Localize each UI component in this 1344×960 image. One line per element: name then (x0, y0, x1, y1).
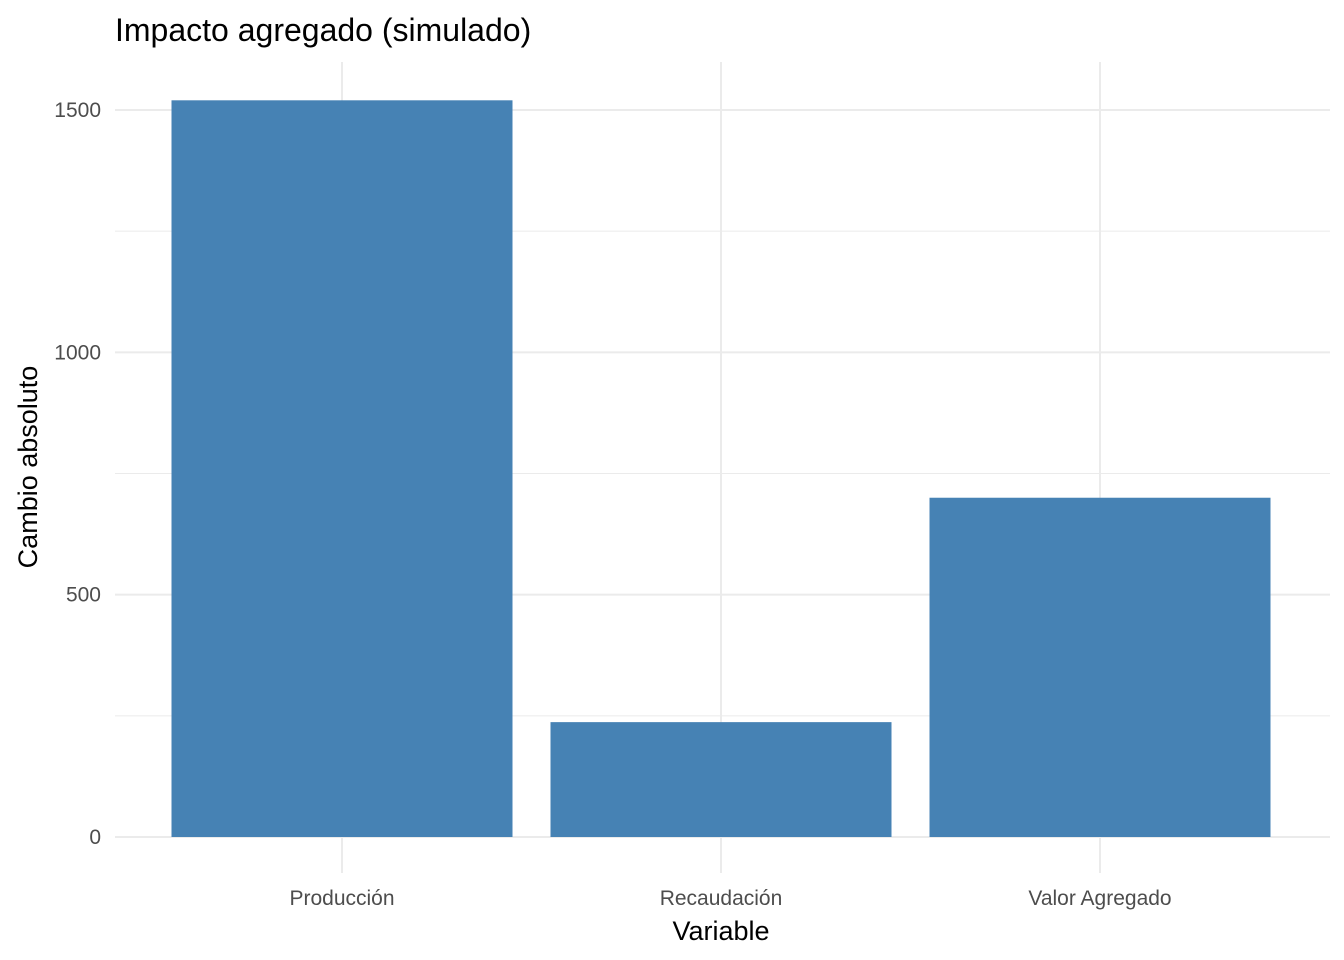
y-axis-title: Cambio absoluto (13, 366, 43, 569)
bar (550, 722, 892, 837)
bar (929, 497, 1271, 837)
x-tick-label: Producción (289, 887, 394, 910)
y-tick-label: 500 (66, 584, 101, 607)
bars (171, 100, 1271, 838)
y-tick-label: 1500 (54, 99, 101, 122)
y-tick-label: 0 (89, 826, 101, 849)
y-tick-label: 1000 (54, 341, 101, 364)
chart-title: Impacto agregado (simulado) (115, 12, 531, 48)
x-tick-label: Recaudación (660, 887, 783, 910)
bar (171, 100, 513, 838)
x-axis-ticks: Producción Recaudación Valor Agregado (289, 887, 1171, 910)
x-axis-title: Variable (672, 916, 769, 946)
y-axis-ticks: 0 500 1000 1500 (54, 99, 101, 849)
x-tick-label: Valor Agregado (1028, 887, 1171, 910)
